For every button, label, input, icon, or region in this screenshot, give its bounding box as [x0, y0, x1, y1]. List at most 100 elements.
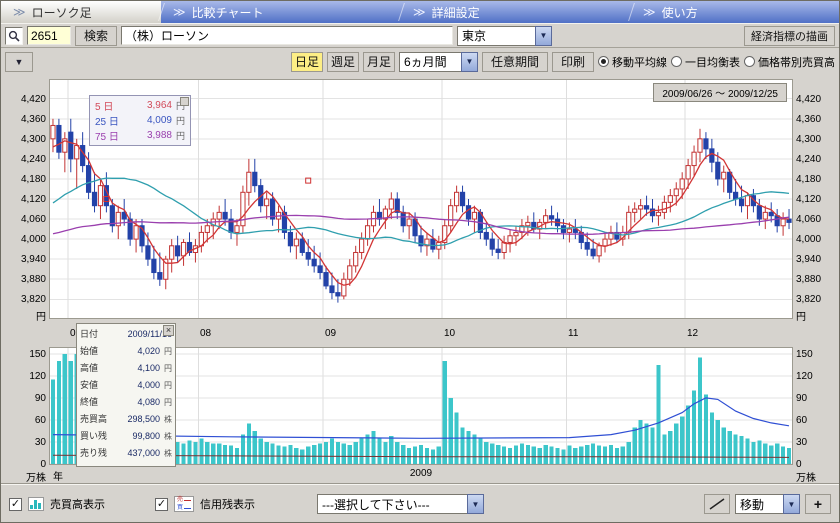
tooltip-value: 437,000 — [127, 448, 160, 458]
move-select[interactable]: 移動 ▼ — [735, 494, 800, 514]
tab-help[interactable]: ≫ 使い方 — [631, 1, 839, 23]
legend-row-ma75: 75 日 3,988 円 — [90, 128, 190, 143]
price-axis-tick-right: 4,180 — [796, 174, 839, 185]
tooltip-unit: 円 — [162, 346, 172, 357]
trendline-icon — [709, 498, 725, 510]
trendline-button[interactable] — [704, 494, 730, 514]
tooltip-label: 高値 — [80, 361, 98, 374]
tooltip-unit: 円 — [162, 397, 172, 408]
price-axis-tick-right: 4,300 — [796, 134, 839, 145]
volume-display-checkbox[interactable]: ✓ — [9, 498, 22, 511]
search-toolbar: 検索 東京 ▼ 経済指標の描画 — [1, 23, 839, 48]
volume-axis-unit-right: 万株 — [796, 469, 816, 484]
tooltip-label: 買い残 — [80, 429, 107, 442]
dropdown-arrow-icon[interactable]: ▼ — [467, 494, 484, 514]
month-axis-label: 11 — [568, 328, 578, 339]
radio-ichimoku[interactable]: 一目均衡表 — [671, 54, 740, 70]
tab-detail-settings-label: 詳細設定 — [432, 4, 480, 21]
tooltip-value: 99,800 — [132, 431, 160, 441]
chart-app-window: ≫ ローソク足 ≫ 比較チャート ≫ 詳細設定 ≫ 使い方 検索 東京 ▼ 経済… — [0, 0, 840, 523]
price-axis-tick-left: 4,420 — [3, 94, 46, 105]
weekly-button[interactable]: 週足 — [327, 52, 359, 72]
price-axis-tick-left: 4,000 — [3, 234, 46, 245]
volume-axis-tick-right: 60 — [796, 415, 839, 426]
monthly-button[interactable]: 月足 — [363, 52, 395, 72]
volume-axis-tick-right: 90 — [796, 393, 839, 404]
price-axis-tick-right: 3,940 — [796, 254, 839, 265]
radio-moving-average[interactable]: 移動平均線 — [598, 54, 667, 70]
tab-compare-chart[interactable]: ≫ 比較チャート — [161, 1, 401, 23]
tooltip-label: 始値 — [80, 344, 98, 357]
dropdown-arrow-icon[interactable]: ▼ — [783, 494, 800, 514]
tooltip-value: 4,020 — [137, 346, 160, 356]
economic-indicator-button[interactable]: 経済指標の描画 — [744, 26, 835, 46]
radio-dot-icon — [744, 56, 755, 67]
legend-label: 25 日 — [95, 113, 119, 128]
tooltip-close-icon[interactable]: × — [163, 325, 174, 336]
tab-candlestick[interactable]: ≫ ローソク足 — [1, 1, 161, 23]
chevrons-icon: ≫ — [13, 5, 26, 19]
price-axis-tick-left: 4,240 — [3, 154, 46, 165]
price-axis-tick-left: 4,360 — [3, 114, 46, 125]
ma-legend-panel: 5 日 3,964 円 25 日 4,009 円 75 日 3,988 円 — [89, 95, 191, 146]
tooltip-unit: 円 — [162, 380, 172, 391]
ohlc-tooltip: × 日付2009/11/16 始値4,020円 高値4,100円 安値4,000… — [76, 323, 176, 467]
daily-button[interactable]: 日足 — [291, 52, 323, 72]
range-select[interactable]: 6ヵ月間 ▼ — [399, 52, 478, 72]
overlay-select[interactable]: ---選択して下さい--- ▼ — [317, 494, 484, 514]
margin-display-checkbox[interactable]: ✓ — [155, 498, 168, 511]
margin-legend-icon: 売 買 — [174, 496, 194, 512]
price-axis-tick-left: 4,120 — [3, 194, 46, 205]
drawing-tools-group: 移動 ▼ + — [704, 494, 831, 514]
search-button[interactable]: 検索 — [75, 26, 117, 46]
print-button[interactable]: 印刷 — [552, 52, 594, 72]
panel-collapse-button[interactable]: ▼ — [5, 52, 33, 72]
stock-name-input[interactable] — [121, 26, 453, 45]
month-axis-label: 09 — [325, 328, 336, 339]
tooltip-label: 日付 — [80, 327, 98, 340]
price-axis-tick-left: 3,940 — [3, 254, 46, 265]
radio-price-volume[interactable]: 価格帯別売買高 — [744, 54, 835, 70]
overlay-select-value: ---選択して下さい--- — [317, 494, 467, 514]
price-axis-tick-right: 4,420 — [796, 94, 839, 105]
date-range-box: 2009/06/26 ～ 2009/12/25 — [653, 83, 787, 102]
volume-display-label: 売買高表示 — [50, 496, 105, 512]
radio-dot-icon — [598, 56, 609, 67]
tooltip-label: 安値 — [80, 378, 98, 391]
volume-axis-tick-left: 150 — [3, 349, 46, 360]
price-axis-tick-left: 4,300 — [3, 134, 46, 145]
tooltip-label: 終値 — [80, 395, 98, 408]
legend-unit: 円 — [174, 114, 185, 127]
price-axis-unit-left: 円 — [3, 308, 46, 323]
stock-code-input[interactable] — [27, 26, 71, 45]
legend-label: 5 日 — [95, 98, 113, 113]
dropdown-arrow-icon[interactable]: ▼ — [535, 26, 552, 46]
tab-detail-settings[interactable]: ≫ 詳細設定 — [401, 1, 631, 23]
range-select-value: 6ヵ月間 — [399, 52, 461, 72]
radio-dot-icon — [671, 56, 682, 67]
legend-minimize-button[interactable] — [180, 97, 189, 106]
footer-toolbar: ✓ 売買高表示 ✓ 売 買 信用残表示 ---選択して下さい--- ▼ 移動 ▼… — [1, 483, 839, 523]
price-axis-tick-right: 4,120 — [796, 194, 839, 205]
price-axis-unit-right: 円 — [796, 308, 806, 323]
dropdown-arrow-icon[interactable]: ▼ — [461, 52, 478, 72]
margin-sell-char: 売 — [177, 497, 183, 503]
move-select-value: 移動 — [735, 494, 783, 514]
zoom-in-button[interactable]: + — [805, 494, 831, 514]
legend-value: 4,009 — [147, 115, 172, 126]
tooltip-value: 4,080 — [137, 397, 160, 407]
volume-axis-tick-right: 150 — [796, 349, 839, 360]
month-axis-label: 12 — [687, 328, 698, 339]
tooltip-unit: 株 — [162, 414, 172, 425]
tab-bar: ≫ ローソク足 ≫ 比較チャート ≫ 詳細設定 ≫ 使い方 — [1, 1, 839, 23]
custom-period-button[interactable]: 任意期間 — [482, 52, 548, 72]
legend-row-ma5: 5 日 3,964 円 — [90, 98, 190, 113]
exchange-select[interactable]: 東京 ▼ — [457, 26, 552, 46]
volume-axis-tick-left: 60 — [3, 415, 46, 426]
